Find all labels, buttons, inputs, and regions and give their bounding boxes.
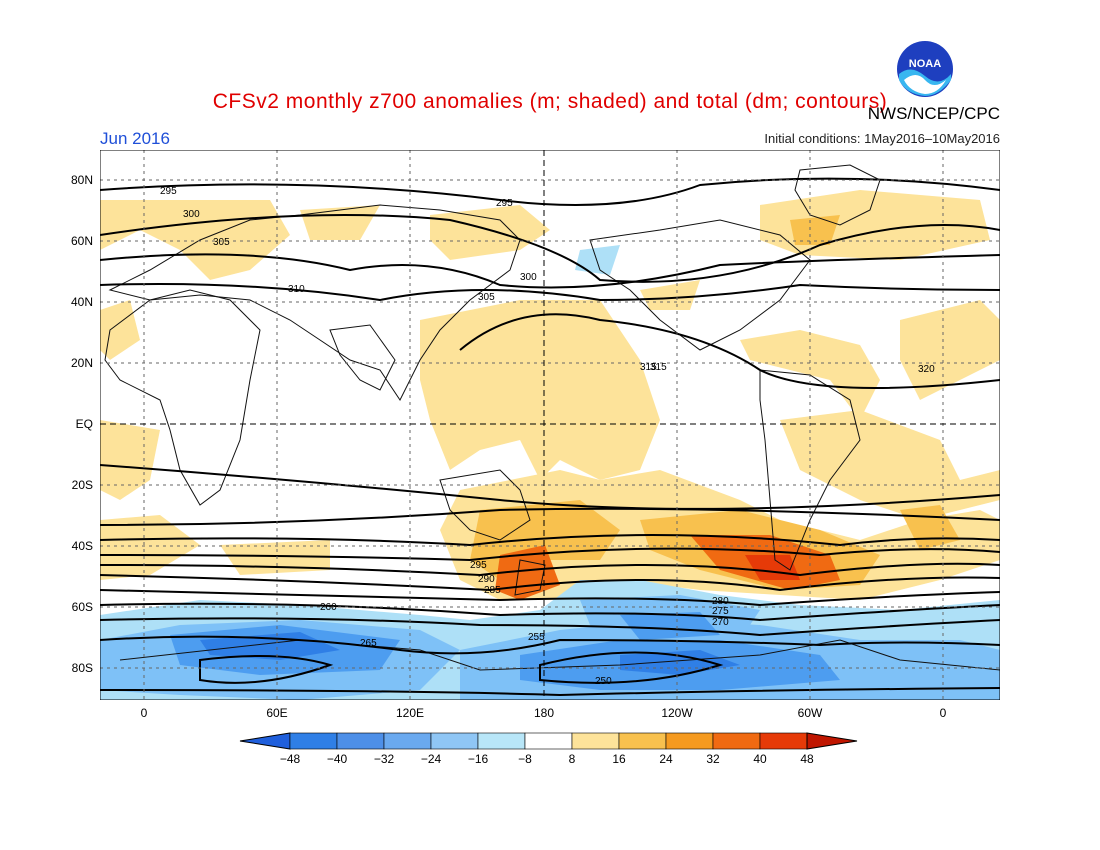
lon-axis: 0 60E 120E 180 120W 60W 0 xyxy=(141,706,947,720)
lon-label: 120W xyxy=(661,706,693,720)
legend-tick-label: 32 xyxy=(706,752,720,766)
contour-label: 305 xyxy=(478,292,495,303)
legend-swatch xyxy=(289,732,338,750)
contour-label: 300 xyxy=(520,272,537,283)
contour-label: 250 xyxy=(595,676,612,687)
lat-label: 60N xyxy=(71,234,93,248)
legend-swatch xyxy=(524,732,573,750)
legend-tick-label: −8 xyxy=(518,752,532,766)
map-area: 295 300 305 310 315 320 305 300 295 295 … xyxy=(100,150,1000,700)
lat-lon-grid xyxy=(100,150,1000,700)
legend-swatch xyxy=(571,732,620,750)
contour-label: 320 xyxy=(918,364,935,375)
contour-label: 270 xyxy=(712,617,729,628)
noaa-logo: NOAA xyxy=(897,41,953,97)
contour-label: 305 xyxy=(213,237,230,248)
legend-tick-label: 24 xyxy=(659,752,673,766)
legend-tick-label: −48 xyxy=(280,752,301,766)
equator-dateline xyxy=(100,150,1000,700)
lon-label: 180 xyxy=(534,706,554,720)
lon-label: 0 xyxy=(141,706,148,720)
legend-tick-label: 8 xyxy=(569,752,576,766)
lat-label: 40N xyxy=(71,295,93,309)
legend-swatch xyxy=(665,732,714,750)
height-contours xyxy=(100,177,1000,697)
contour-label: 265 xyxy=(360,638,377,649)
legend-tick-label: 16 xyxy=(612,752,626,766)
legend-tick-label: −24 xyxy=(421,752,442,766)
legend-swatch xyxy=(759,732,808,750)
contour-label: 310 xyxy=(288,284,305,295)
contour-label: 275 xyxy=(712,606,729,617)
contour-label: 295 xyxy=(160,186,177,197)
color-legend: −48 −40 −32 −24 −16 −8 8 16 24 32 40 48 xyxy=(239,732,858,766)
lat-label: 40S xyxy=(72,539,93,553)
legend-arrow-low xyxy=(239,732,291,750)
legend-tick-label: 40 xyxy=(753,752,767,766)
legend-swatch xyxy=(430,732,479,750)
legend-tick-label: 48 xyxy=(800,752,814,766)
legend-swatch xyxy=(712,732,761,750)
lat-label: EQ xyxy=(76,417,93,431)
contour-label: 300 xyxy=(183,209,200,220)
legend-swatch xyxy=(383,732,432,750)
logo-text: NOAA xyxy=(909,58,941,70)
legend-tick-label: −16 xyxy=(468,752,489,766)
contour-label: 255 xyxy=(528,632,545,643)
lat-label: 60S xyxy=(72,600,93,614)
legend-swatch xyxy=(336,732,385,750)
lat-label: 80N xyxy=(71,173,93,187)
contour-label: 285 xyxy=(484,585,501,596)
agency-label: NWS/NCEP/CPC xyxy=(867,104,1000,123)
lat-label: 80S xyxy=(72,661,93,675)
forecast-period: Jun 2016 xyxy=(100,129,170,148)
initial-conditions: Initial conditions: 1May2016–10May2016 xyxy=(764,131,1000,146)
contour-label: 290 xyxy=(478,574,495,585)
lat-axis: 80N 60N 40N 20N EQ 20S 40S 60S 80S xyxy=(71,173,93,675)
legend-tick-label: −40 xyxy=(327,752,348,766)
contour-label: 315 xyxy=(640,362,657,373)
map-title: CFSv2 monthly z700 anomalies (m; shaded)… xyxy=(212,90,888,113)
legend-arrow-high xyxy=(806,732,858,750)
contour-label: 260 xyxy=(320,602,337,613)
contour-label: 280 xyxy=(712,596,729,607)
lon-label: 60E xyxy=(266,706,287,720)
contour-label: 295 xyxy=(496,198,513,209)
contour-label-group: 295 300 305 310 315 320 305 300 295 295 … xyxy=(160,186,935,687)
lon-label: 120E xyxy=(396,706,424,720)
lat-label: 20S xyxy=(72,478,93,492)
legend-swatch xyxy=(618,732,667,750)
lon-label: 0 xyxy=(940,706,947,720)
lon-label: 60W xyxy=(798,706,823,720)
contour-label: 315 xyxy=(650,362,667,373)
legend-swatch xyxy=(477,732,526,750)
legend-tick-label: −32 xyxy=(374,752,395,766)
lat-label: 20N xyxy=(71,356,93,370)
contour-label: 295 xyxy=(470,560,487,571)
